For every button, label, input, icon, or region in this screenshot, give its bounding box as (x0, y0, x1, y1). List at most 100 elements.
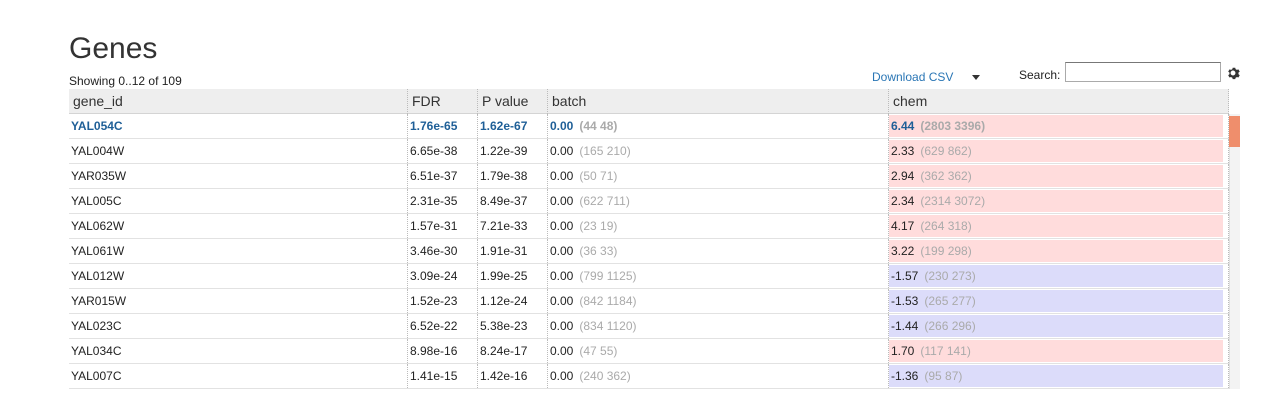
cell-gene-id: YAL012W (69, 264, 408, 288)
cell-chem: 4.17 (264 318) (889, 214, 1229, 238)
table-row[interactable]: YAL023C 6.52e-22 5.38e-23 0.00 (834 1120) -1.… (69, 314, 1229, 339)
cell-batch: 0.00 (50 71) (548, 164, 889, 188)
cell-batch: 0.00 (622 711) (548, 189, 889, 213)
download-csv-link[interactable]: Download CSV (872, 70, 954, 84)
chem-counts: (629 862) (920, 144, 972, 158)
chem-counts: (230 273) (924, 269, 976, 283)
cell-chem: 2.34 (2314 3072) (889, 189, 1229, 213)
chem-value: 2.94 (891, 169, 915, 183)
cell-chem: -1.57 (230 273) (889, 264, 1229, 288)
cell-chem: 1.70 (117 141) (889, 339, 1229, 363)
chem-value: 4.17 (891, 219, 915, 233)
batch-counts: (165 210) (579, 144, 631, 158)
table-row[interactable]: YAL007C 1.41e-15 1.42e-16 0.00 (240 362) -1.3… (69, 364, 1229, 389)
cell-fdr: 6.65e-38 (408, 139, 478, 163)
scrollbar-thumb[interactable] (1229, 116, 1240, 147)
chem-fold-bar: 3.22 (199 298) (889, 240, 1223, 262)
cell-batch: 0.00 (799 1125) (548, 264, 889, 288)
batch-value: 0.00 (550, 169, 574, 183)
cell-gene-id: YAL062W (69, 214, 408, 238)
batch-value: 0.00 (550, 244, 574, 258)
chem-value: 2.33 (891, 144, 915, 158)
table-row[interactable]: YAL062W 1.57e-31 7.21e-33 0.00 (23 19) 4.17 (2… (69, 214, 1229, 239)
chem-value: -1.57 (891, 269, 919, 283)
chem-fold-bar: 1.70 (117 141) (889, 340, 1223, 362)
cell-p-value: 1.22e-39 (478, 139, 548, 163)
cell-gene-id: YAR015W (69, 289, 408, 313)
cell-fdr: 1.76e-65 (408, 114, 478, 138)
cell-gene-id: YAL005C (69, 189, 408, 213)
cell-fdr: 6.51e-37 (408, 164, 478, 188)
table-row[interactable]: YAL005C 2.31e-35 8.49e-37 0.00 (622 711) 2.34… (69, 189, 1229, 214)
cell-batch: 0.00 (240 362) (548, 364, 889, 388)
table-row[interactable]: YAR035W 6.51e-37 1.79e-38 0.00 (50 71) 2.94 (3… (69, 164, 1229, 189)
chem-fold-bar: -1.44 (266 296) (889, 315, 1223, 337)
cell-fdr: 1.52e-23 (408, 289, 478, 313)
chem-fold-bar: 2.34 (2314 3072) (889, 190, 1223, 212)
table-row[interactable]: YAR015W 1.52e-23 1.12e-24 0.00 (842 1184) -1.… (69, 289, 1229, 314)
chem-value: -1.36 (891, 369, 919, 383)
batch-counts: (842 1184) (579, 294, 637, 308)
column-header-chem[interactable]: chem (889, 89, 1229, 114)
search-input[interactable] (1065, 62, 1221, 82)
cell-batch: 0.00 (44 48) (548, 114, 889, 138)
batch-value: 0.00 (550, 219, 574, 233)
cell-chem: 2.94 (362 362) (889, 164, 1229, 188)
cell-fdr: 1.57e-31 (408, 214, 478, 238)
cell-p-value: 1.79e-38 (478, 164, 548, 188)
batch-value: 0.00 (550, 319, 574, 333)
table-row[interactable]: YAL054C 1.76e-65 1.62e-67 0.00 (44 48) 6.44 (2… (69, 114, 1229, 139)
batch-value: 0.00 (550, 369, 574, 383)
chem-fold-bar: 2.94 (362 362) (889, 165, 1223, 187)
cell-p-value: 1.12e-24 (478, 289, 548, 313)
table-row[interactable]: YAL034C 8.98e-16 8.24e-17 0.00 (47 55) 1.70 (1… (69, 339, 1229, 364)
cell-batch: 0.00 (834 1120) (548, 314, 889, 338)
cell-gene-id: YAL004W (69, 139, 408, 163)
chem-counts: (2314 3072) (920, 194, 986, 208)
chem-counts: (362 362) (920, 169, 972, 183)
column-header-batch[interactable]: batch (548, 89, 889, 114)
cell-gene-id: YAL054C (69, 114, 408, 138)
cell-fdr: 6.52e-22 (408, 314, 478, 338)
cell-fdr: 8.98e-16 (408, 339, 478, 363)
table-row[interactable]: YAL012W 3.09e-24 1.99e-25 0.00 (799 1125) -1.… (69, 264, 1229, 289)
cell-batch: 0.00 (23 19) (548, 214, 889, 238)
batch-counts: (36 33) (579, 244, 618, 258)
cell-p-value: 5.38e-23 (478, 314, 548, 338)
batch-counts: (23 19) (579, 219, 618, 233)
chevron-down-icon[interactable] (972, 75, 980, 80)
table-row[interactable]: YAL004W 6.65e-38 1.22e-39 0.00 (165 210) 2.33… (69, 139, 1229, 164)
chem-counts: (264 318) (920, 219, 972, 233)
cell-p-value: 1.42e-16 (478, 364, 548, 388)
chem-value: 6.44 (891, 119, 915, 133)
cell-batch: 0.00 (165 210) (548, 139, 889, 163)
batch-counts: (622 711) (579, 194, 630, 208)
cell-chem: -1.36 (95 87) (889, 364, 1229, 388)
batch-value: 0.00 (550, 294, 574, 308)
batch-counts: (47 55) (579, 344, 618, 358)
cell-fdr: 3.46e-30 (408, 239, 478, 263)
column-header-p-value[interactable]: P value (478, 89, 548, 114)
cell-chem: -1.53 (265 277) (889, 289, 1229, 313)
chem-value: -1.53 (891, 294, 919, 308)
batch-value: 0.00 (550, 194, 574, 208)
batch-value: 0.00 (550, 119, 574, 133)
chem-value: 2.34 (891, 194, 915, 208)
cell-gene-id: YAR035W (69, 164, 408, 188)
vertical-scrollbar[interactable] (1229, 114, 1240, 389)
table-row[interactable]: YAL061W 3.46e-30 1.91e-31 0.00 (36 33) 3.22 (1… (69, 239, 1229, 264)
column-header-fdr[interactable]: FDR (408, 89, 478, 114)
gear-icon[interactable] (1226, 66, 1240, 80)
cell-p-value: 8.49e-37 (478, 189, 548, 213)
batch-counts: (50 71) (579, 169, 618, 183)
chem-fold-bar: 4.17 (264 318) (889, 215, 1223, 237)
cell-p-value: 1.62e-67 (478, 114, 548, 138)
cell-fdr: 1.41e-15 (408, 364, 478, 388)
batch-value: 0.00 (550, 144, 574, 158)
batch-counts: (799 1125) (579, 269, 637, 283)
chem-value: 3.22 (891, 244, 915, 258)
chem-counts: (266 296) (924, 319, 976, 333)
cell-gene-id: YAL007C (69, 364, 408, 388)
column-header-gene-id[interactable]: gene_id (69, 89, 408, 114)
chem-counts: (2803 3396) (920, 119, 986, 133)
